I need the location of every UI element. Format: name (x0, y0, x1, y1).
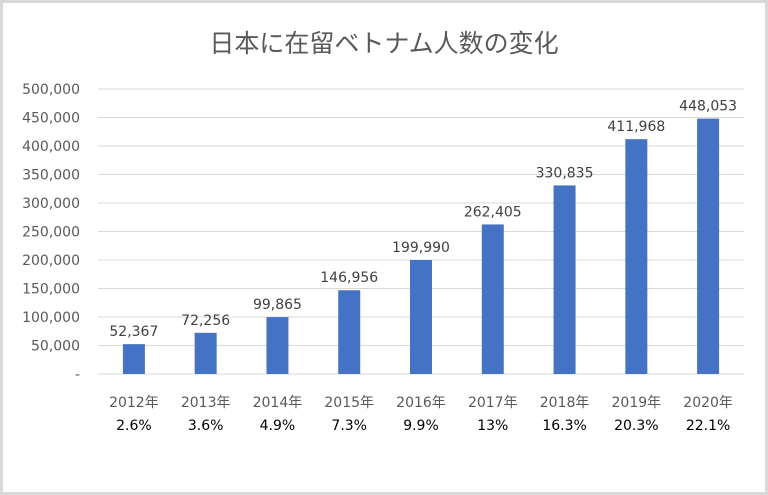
data-label: 72,256 (181, 313, 230, 329)
growth-label: 3.6% (188, 418, 224, 434)
y-tick-label: 350,000 (22, 168, 80, 184)
bar (122, 344, 145, 374)
data-label: 199,990 (392, 240, 450, 256)
bar (481, 224, 504, 374)
x-tick-label: 2013年 (181, 395, 231, 411)
bar (194, 332, 217, 374)
growth-label: 20.3% (614, 418, 658, 434)
y-tick-label: 150,000 (22, 282, 80, 298)
y-tick-label: 300,000 (22, 196, 80, 212)
data-label: 411,968 (607, 119, 665, 135)
data-label: 99,865 (253, 297, 302, 313)
y-tick-label: 500,000 (22, 82, 80, 98)
growth-label: 16.3% (542, 418, 586, 434)
data-label: 448,053 (679, 99, 737, 115)
y-tick-label: 100,000 (22, 310, 80, 326)
growth-label: 13% (477, 418, 508, 434)
data-label: 146,956 (320, 270, 378, 286)
data-label: 52,367 (109, 324, 158, 340)
bar (553, 185, 576, 374)
x-tick-label: 2014年 (253, 395, 303, 411)
x-tick-label: 2012年 (109, 395, 159, 411)
x-tick-label: 2015年 (324, 395, 374, 411)
x-tick-label: 2017年 (468, 395, 518, 411)
x-tick-label: 2018年 (540, 395, 590, 411)
bar (697, 118, 720, 374)
y-tick-label: 450,000 (22, 111, 80, 127)
data-label: 262,405 (464, 204, 522, 220)
y-tick-label: 250,000 (22, 225, 80, 241)
bar (266, 317, 289, 374)
growth-label: 2.6% (116, 418, 152, 434)
y-tick-label: 400,000 (22, 139, 80, 155)
chart-title: 日本に在留ベトナム人数の変化 (209, 29, 558, 58)
bar (338, 290, 361, 374)
growth-label: 7.3% (331, 418, 367, 434)
x-tick-label: 2020年 (683, 395, 733, 411)
y-tick-label: 200,000 (22, 253, 80, 269)
growth-label: 9.9% (403, 418, 439, 434)
x-tick-label: 2019年 (612, 395, 662, 411)
bar (625, 139, 648, 374)
growth-label: 22.1% (686, 418, 730, 434)
y-tick-label: - (75, 367, 80, 383)
growth-label: 4.9% (260, 418, 296, 434)
bar (410, 260, 432, 374)
y-tick-label: 50,000 (31, 339, 80, 355)
data-label: 330,835 (536, 165, 594, 181)
x-tick-label: 2016年 (396, 395, 446, 411)
